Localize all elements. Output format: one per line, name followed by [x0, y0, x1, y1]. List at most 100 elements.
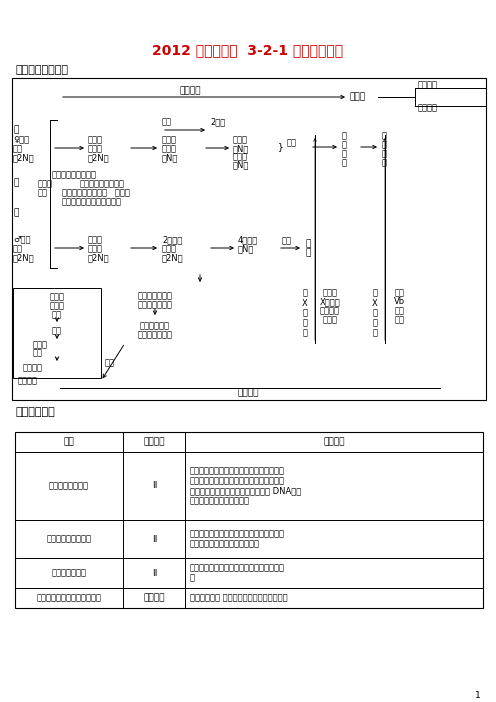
- Text: 初级卵: 初级卵: [88, 135, 103, 145]
- Text: 动物配子的形成过程: 动物配子的形成过程: [47, 534, 91, 543]
- Text: X: X: [302, 298, 308, 307]
- Text: Vb: Vb: [394, 298, 406, 307]
- Text: 作: 作: [342, 150, 347, 159]
- Text: 2极体: 2极体: [210, 117, 225, 126]
- Text: （N）: （N）: [162, 154, 179, 162]
- Text: 上（萨顿假说）: 上（萨顿假说）: [137, 331, 173, 340]
- Text: 互换: 互换: [52, 310, 62, 319]
- Text: Ⅱ: Ⅱ: [152, 569, 156, 578]
- Text: 用: 用: [342, 159, 347, 168]
- Text: 极细胞: 极细胞: [233, 152, 248, 161]
- Text: 性: 性: [382, 131, 387, 140]
- Text: 定: 定: [382, 159, 387, 168]
- Text: 尔规律的细胞学基础）分裂: 尔规律的细胞学基础）分裂: [62, 197, 122, 206]
- Text: 性染色体: 性染色体: [418, 103, 438, 112]
- Text: 动物受精作用的概念、过程及受精作用的意: 动物受精作用的概念、过程及受精作用的意: [190, 564, 285, 573]
- Text: 牛: 牛: [13, 126, 18, 135]
- Text: 交验: 交验: [33, 348, 43, 357]
- Text: 母细胞: 母细胞: [162, 145, 177, 154]
- Text: 精: 精: [306, 239, 311, 249]
- Text: （伴隐: （伴隐: [322, 289, 337, 298]
- Text: 考察角度: 考察角度: [323, 437, 345, 446]
- Text: 染: 染: [303, 308, 308, 317]
- Text: Ⅱ: Ⅱ: [152, 482, 156, 491]
- Bar: [15, 432, 483, 608]
- Text: 色: 色: [303, 319, 308, 328]
- Text: 染色体: 染色体: [38, 180, 53, 189]
- Text: 常染色体: 常染色体: [418, 81, 438, 89]
- Text: （N）: （N）: [233, 145, 249, 154]
- Text: 考纲要求: 考纲要求: [143, 437, 165, 446]
- Text: 初级精: 初级精: [88, 235, 103, 244]
- Text: 体: 体: [13, 208, 18, 218]
- Text: 极体: 极体: [162, 117, 172, 126]
- Text: 2012 版高考生物  3-2-1 精品系列专题: 2012 版高考生物 3-2-1 精品系列专题: [152, 43, 344, 57]
- Text: 蛔虫精母细胞减数分裂固定装: 蛔虫精母细胞减数分裂固定装: [37, 593, 102, 602]
- Text: 体: 体: [303, 329, 308, 338]
- Text: 病）: 病）: [395, 315, 405, 324]
- Text: （2N）: （2N）: [13, 253, 35, 263]
- Text: （2N）: （2N）: [162, 253, 184, 263]
- Text: 决: 决: [382, 150, 387, 159]
- Text: 2次级精: 2次级精: [162, 235, 182, 244]
- Text: 基因突: 基因突: [50, 293, 64, 301]
- Text: （N）: （N）: [238, 244, 254, 253]
- Text: ♂精原: ♂精原: [13, 235, 30, 244]
- Text: （2N）: （2N）: [88, 253, 110, 263]
- Text: 精子与卵细胞的形成过程的差异: 精子与卵细胞的形成过程的差异: [190, 540, 260, 548]
- Bar: [12, 78, 486, 400]
- Text: 有丝分裂与减数分裂的差异以及减数分裂的: 有丝分裂与减数分裂的差异以及减数分裂的: [190, 477, 285, 486]
- Text: 考点: 考点: [63, 437, 74, 446]
- Text: （N）: （N）: [233, 161, 249, 169]
- Text: 识图辨析动物配子的形成过程及特点，区别: 识图辨析动物配子的形成过程及特点，区别: [190, 529, 285, 538]
- Text: }: }: [278, 143, 284, 152]
- Text: 母细胞: 母细胞: [162, 244, 177, 253]
- Text: 基因在染色体: 基因在染色体: [140, 322, 170, 331]
- Text: 细胞: 细胞: [13, 145, 23, 154]
- Text: 子: 子: [306, 249, 311, 258]
- Text: 盲））: 盲））: [322, 315, 337, 324]
- Text: 别: 别: [382, 140, 387, 150]
- Text: 同源染色体联会、四: 同源染色体联会、四: [52, 171, 97, 180]
- Text: 色体数目的变化曲线及应用: 色体数目的变化曲线及应用: [190, 496, 250, 505]
- Text: 伴性遗传: 伴性遗传: [237, 388, 259, 397]
- Text: 色: 色: [372, 319, 377, 328]
- Text: 动物的受精过程: 动物的受精过程: [52, 569, 86, 578]
- Text: 4精细胞: 4精细胞: [238, 235, 258, 244]
- Text: 【专题知识框架】: 【专题知识框架】: [15, 65, 68, 75]
- Text: 复制: 复制: [38, 189, 48, 197]
- Text: 考查减数分裂 固定装片观察的过程及识图、: 考查减数分裂 固定装片观察的过程及识图、: [190, 593, 288, 602]
- Text: 进化: 进化: [287, 138, 297, 147]
- Text: 孟尔规: 孟尔规: [33, 340, 48, 350]
- Text: 受精卵: 受精卵: [350, 93, 366, 102]
- Bar: [13, 288, 101, 378]
- Text: 分体分离、非同源染: 分体分离、非同源染: [80, 180, 125, 189]
- Text: 卵细胞: 卵细胞: [233, 135, 248, 145]
- Text: 受: 受: [342, 131, 347, 140]
- Text: 染: 染: [372, 308, 377, 317]
- Text: X: X: [372, 298, 378, 307]
- Text: Ⅱ: Ⅱ: [152, 534, 156, 543]
- Text: 证明: 证明: [105, 359, 115, 368]
- Text: 佝偻: 佝偻: [395, 307, 405, 315]
- Text: 伴: 伴: [372, 289, 377, 298]
- Text: 动物细胞减数分裂: 动物细胞减数分裂: [49, 482, 89, 491]
- Text: 母细胞: 母细胞: [88, 244, 103, 253]
- Text: 伴: 伴: [303, 289, 308, 298]
- Text: 变交叉: 变交叉: [50, 301, 64, 310]
- Text: 为存在平行关系: 为存在平行关系: [137, 300, 173, 310]
- Text: 变形: 变形: [282, 237, 292, 246]
- Text: 次级卵: 次级卵: [162, 135, 177, 145]
- Text: 概念辨析；图像辨析减数分裂过程中 DNA、染: 概念辨析；图像辨析减数分裂过程中 DNA、染: [190, 486, 301, 496]
- Text: （红绿色: （红绿色: [320, 307, 340, 315]
- Text: 体: 体: [372, 329, 377, 338]
- Text: 物: 物: [13, 178, 18, 187]
- Text: 母细胞: 母细胞: [88, 145, 103, 154]
- Text: ♀卵原: ♀卵原: [13, 135, 29, 145]
- Text: （抗: （抗: [395, 289, 405, 298]
- Text: （2N）: （2N）: [13, 154, 35, 162]
- Text: 基因与染色体行: 基因与染色体行: [137, 291, 173, 300]
- Text: 个体发育: 个体发育: [179, 86, 201, 95]
- Text: 【考纲解读】: 【考纲解读】: [15, 407, 55, 417]
- Text: 1: 1: [475, 691, 481, 701]
